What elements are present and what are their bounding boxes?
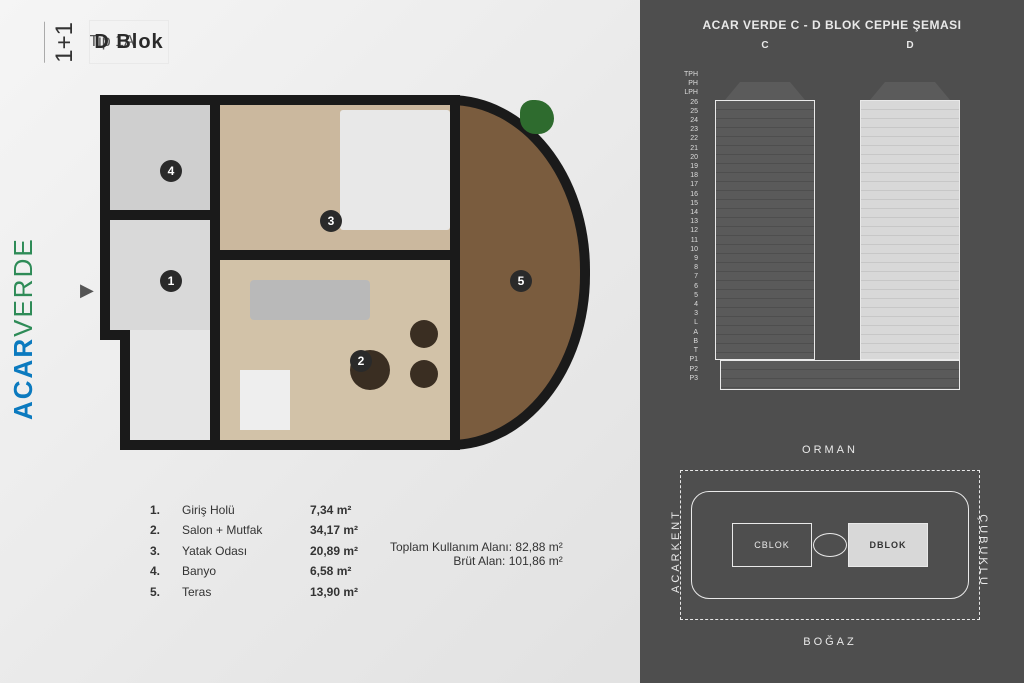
siteplan-cblock: CBLOK	[732, 523, 812, 567]
legend-label: Teras	[182, 582, 292, 602]
legend-num: 3.	[150, 541, 164, 561]
legend-area: 13,90 m²	[310, 582, 370, 602]
elevation-diagram	[700, 60, 980, 390]
legend-area: 6,58 m²	[310, 561, 370, 581]
block-name: D Blok	[89, 20, 169, 64]
tower-c	[715, 100, 815, 360]
tower-roof	[860, 82, 960, 100]
room-marker: 4	[160, 160, 182, 182]
site-building-outline: CBLOK DBLOK	[691, 491, 969, 599]
legend-label: Banyo	[182, 561, 292, 581]
tower-label-c: C	[715, 40, 815, 51]
legend-label: Salon + Mutfak	[182, 520, 292, 540]
tower-roof	[715, 82, 815, 100]
site-plan: ORMAN BOĞAZ ACARKENT ÇUBUKLU CBLOK DBLOK	[680, 440, 980, 650]
furniture-sofa	[250, 280, 370, 320]
room-marker: 1	[160, 270, 182, 292]
legend-num: 5.	[150, 582, 164, 602]
room-legend: 1. Giriş Holü 7,34 m² 2. Salon + Mutfak …	[150, 500, 370, 602]
furniture-bed	[340, 110, 450, 230]
brand-part2: VERDE	[8, 237, 38, 337]
legend-area: 20,89 m²	[310, 541, 370, 561]
furniture-chair	[410, 320, 438, 348]
legend-num: 4.	[150, 561, 164, 581]
legend-num: 1.	[150, 500, 164, 520]
tower-body	[715, 100, 815, 360]
legend-row: 3. Yatak Odası 20,89 m²	[150, 541, 370, 561]
floorplan-panel: ACARVERDE 1+1 D Blok Tip 1A ▶ 1 2 3 4 5 …	[0, 0, 640, 683]
total-gross: Brüt Alan: 101,86 m²	[390, 554, 563, 568]
unit-type: 1+1	[44, 22, 79, 63]
entry-arrow-icon: ▶	[80, 280, 94, 301]
room-kitchen	[120, 330, 220, 450]
siteplan-dblock: DBLOK	[848, 523, 928, 567]
room-marker: 3	[320, 210, 342, 232]
legend-area: 7,34 m²	[310, 500, 370, 520]
brand-part1: ACAR	[8, 337, 38, 420]
legend-num: 2.	[150, 520, 164, 540]
header-text: D Blok Tip 1A	[89, 33, 135, 51]
site-label-south: BOĞAZ	[680, 636, 980, 648]
brand-logo: ACARVERDE	[8, 237, 39, 420]
plant-icon	[520, 100, 554, 134]
siteplan-pool	[813, 533, 847, 557]
furniture-chair	[410, 360, 438, 388]
legend-row: 1. Giriş Holü 7,34 m²	[150, 500, 370, 520]
tower-d	[860, 100, 960, 360]
site-boundary: CBLOK DBLOK	[680, 470, 980, 620]
legend-label: Giriş Holü	[182, 500, 292, 520]
room-bath	[100, 95, 220, 220]
total-use: Toplam Kullanım Alanı: 82,88 m²	[390, 540, 563, 554]
legend-row: 4. Banyo 6,58 m²	[150, 561, 370, 581]
schematic-panel: ACAR VERDE C - D BLOK CEPHE ŞEMASI C D T…	[640, 0, 1024, 683]
legend-row: 2. Salon + Mutfak 34,17 m²	[150, 520, 370, 540]
site-label-north: ORMAN	[680, 444, 980, 456]
elevation-title: ACAR VERDE C - D BLOK CEPHE ŞEMASI	[640, 18, 1024, 32]
podium	[720, 360, 960, 390]
legend-row: 5. Teras 13,90 m²	[150, 582, 370, 602]
room-marker: 2	[350, 350, 372, 372]
unit-header: 1+1 D Blok Tip 1A	[44, 22, 135, 63]
legend-label: Yatak Odası	[182, 541, 292, 561]
floor-plan: 1 2 3 4 5	[100, 60, 590, 460]
room-marker: 5	[510, 270, 532, 292]
room-hall	[100, 210, 220, 340]
tower-label-d: D	[860, 40, 960, 51]
tower-body-highlight	[860, 100, 960, 360]
floor-level-labels: TPHPHLPH26252423222120191817161514131211…	[678, 70, 698, 383]
furniture-dining	[240, 370, 290, 430]
legend-area: 34,17 m²	[310, 520, 370, 540]
area-totals: Toplam Kullanım Alanı: 82,88 m² Brüt Ala…	[390, 540, 563, 568]
